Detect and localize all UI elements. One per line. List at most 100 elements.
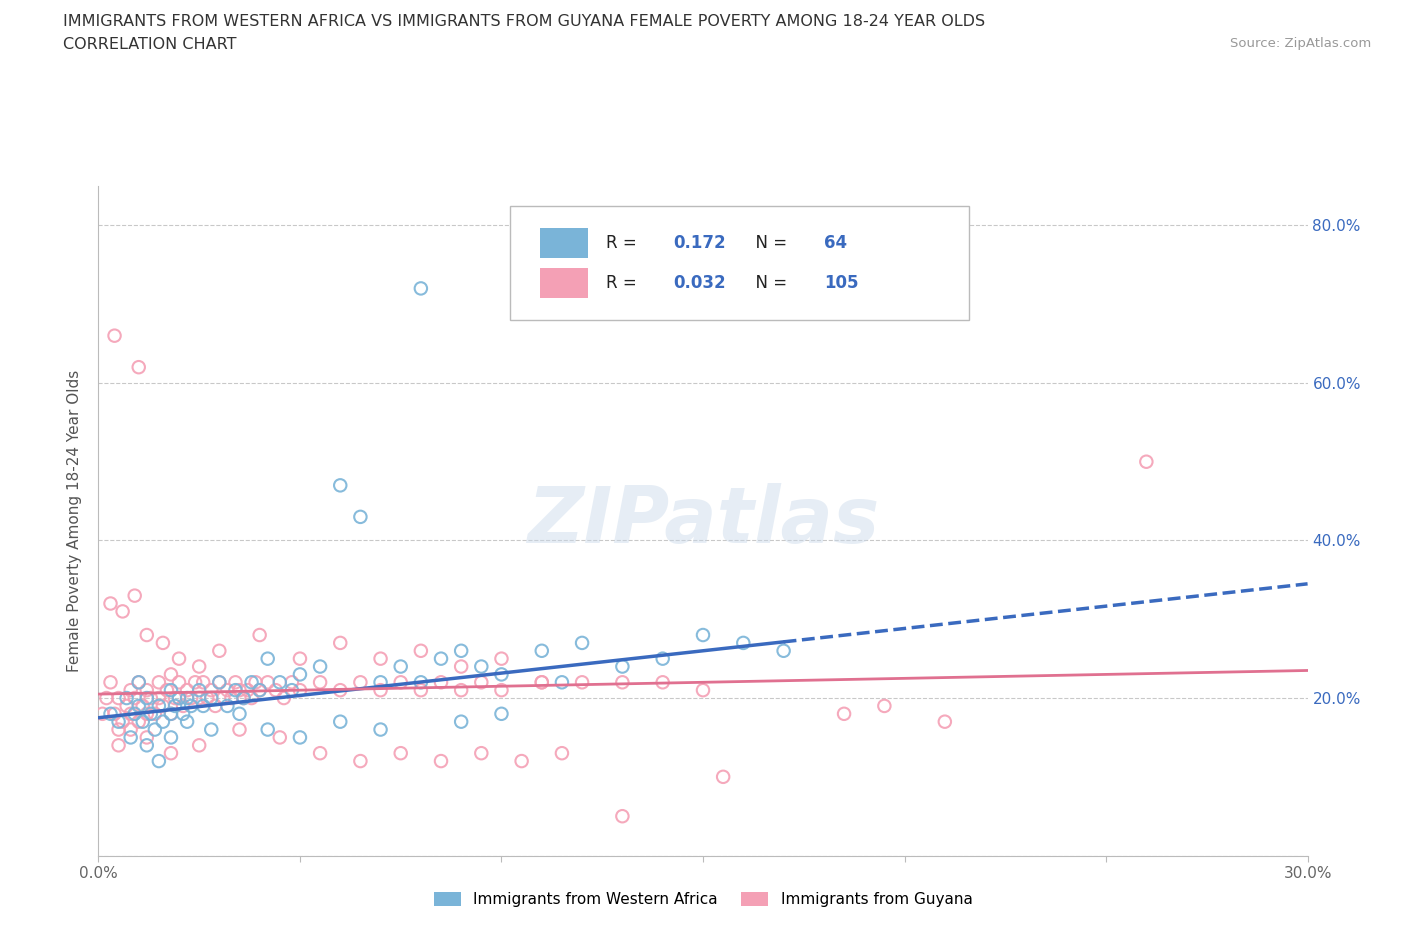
Point — [551, 675, 574, 690]
Point — [111, 714, 134, 729]
Point — [530, 675, 553, 690]
Point — [232, 691, 254, 706]
Point — [132, 714, 155, 729]
Point — [309, 746, 332, 761]
Point — [107, 691, 129, 706]
Point — [329, 714, 352, 729]
Text: 105: 105 — [824, 274, 859, 292]
Point — [711, 769, 734, 784]
Point — [180, 698, 202, 713]
Point — [152, 698, 174, 713]
Point — [139, 707, 162, 722]
Point — [240, 691, 263, 706]
Point — [370, 651, 392, 666]
Point — [100, 596, 122, 611]
Legend: Immigrants from Western Africa, Immigrants from Guyana: Immigrants from Western Africa, Immigran… — [427, 885, 979, 913]
Point — [228, 722, 250, 737]
Point — [120, 722, 142, 737]
Point — [195, 691, 218, 706]
Point — [148, 698, 170, 713]
Point — [152, 635, 174, 650]
Point — [188, 737, 211, 752]
Point — [571, 635, 593, 650]
Point — [309, 675, 332, 690]
Point — [160, 730, 183, 745]
Point — [152, 714, 174, 729]
FancyBboxPatch shape — [540, 268, 588, 299]
Point — [167, 651, 190, 666]
Point — [491, 683, 513, 698]
Point — [692, 683, 714, 698]
Point — [409, 281, 432, 296]
Point — [160, 683, 183, 698]
FancyBboxPatch shape — [540, 228, 588, 258]
Text: R =: R = — [606, 234, 643, 252]
Point — [200, 691, 222, 706]
Point — [692, 628, 714, 643]
Point — [148, 753, 170, 768]
Point — [160, 707, 183, 722]
Point — [256, 722, 278, 737]
Point — [217, 683, 239, 698]
Point — [288, 667, 311, 682]
Point — [148, 691, 170, 706]
Point — [180, 691, 202, 706]
Point — [172, 707, 194, 722]
Text: 64: 64 — [824, 234, 846, 252]
Point — [135, 707, 157, 722]
Point — [651, 651, 673, 666]
Point — [450, 683, 472, 698]
Point — [612, 675, 634, 690]
Point — [115, 698, 138, 713]
Point — [612, 809, 634, 824]
Point — [163, 698, 186, 713]
Point — [176, 691, 198, 706]
Point — [281, 675, 304, 690]
Y-axis label: Female Poverty Among 18-24 Year Olds: Female Poverty Among 18-24 Year Olds — [67, 370, 83, 672]
Point — [349, 510, 371, 525]
Text: 0.172: 0.172 — [673, 234, 725, 252]
Point — [491, 667, 513, 682]
Point — [111, 604, 134, 618]
Point — [733, 635, 755, 650]
Point — [389, 659, 412, 674]
Text: R =: R = — [606, 274, 643, 292]
Point — [612, 659, 634, 674]
Point — [450, 644, 472, 658]
Point — [143, 707, 166, 722]
Point — [288, 651, 311, 666]
Point — [281, 683, 304, 698]
Text: Source: ZipAtlas.com: Source: ZipAtlas.com — [1230, 37, 1371, 50]
Point — [143, 722, 166, 737]
Point — [530, 675, 553, 690]
Point — [329, 635, 352, 650]
Point — [370, 722, 392, 737]
Point — [167, 691, 190, 706]
Point — [135, 737, 157, 752]
Point — [217, 698, 239, 713]
Point — [288, 683, 311, 698]
Point — [160, 667, 183, 682]
Point — [188, 659, 211, 674]
Point — [103, 707, 125, 722]
Point — [651, 675, 673, 690]
Point — [135, 691, 157, 706]
Point — [115, 691, 138, 706]
Point — [208, 675, 231, 690]
Point — [269, 730, 291, 745]
Point — [510, 753, 533, 768]
Point — [409, 683, 432, 698]
Point — [409, 644, 432, 658]
Point — [135, 628, 157, 643]
Point — [349, 675, 371, 690]
Point — [389, 746, 412, 761]
Text: 0.032: 0.032 — [673, 274, 725, 292]
Text: CORRELATION CHART: CORRELATION CHART — [63, 37, 236, 52]
Point — [430, 651, 453, 666]
Point — [212, 691, 235, 706]
Point — [873, 698, 896, 713]
Point — [96, 691, 118, 706]
Point — [221, 691, 243, 706]
Point — [470, 746, 492, 761]
Point — [288, 730, 311, 745]
